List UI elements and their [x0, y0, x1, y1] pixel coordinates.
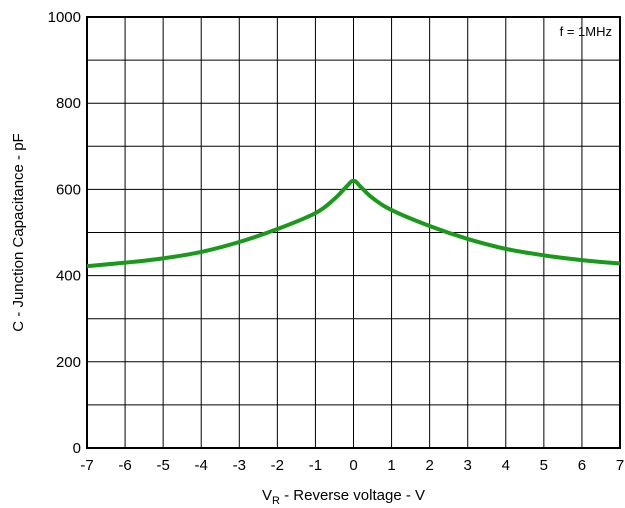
y-tick-label: 800	[56, 95, 81, 112]
x-tick-label: 6	[578, 457, 586, 474]
x-axis-title-rest: - Reverse voltage - V	[280, 487, 425, 504]
x-tick-label: -3	[233, 457, 246, 474]
y-tick-label: 1000	[48, 9, 81, 26]
grid-lines	[86, 16, 621, 449]
y-axis-title: C - Junction Capacitance - pF	[10, 133, 27, 331]
x-tick-label: 4	[502, 457, 510, 474]
y-tick-label: 200	[56, 354, 81, 371]
y-tick-label: 400	[56, 268, 81, 285]
capacitance-series-line	[86, 178, 621, 269]
x-tick-label: -7	[80, 457, 93, 474]
x-axis-title-subscript: R	[272, 495, 280, 507]
x-tick-label: 7	[616, 457, 624, 474]
plot-frame	[86, 16, 621, 449]
frequency-annotation: f = 1MHz	[560, 24, 612, 39]
x-tick-label: 2	[425, 457, 433, 474]
x-tick-label: -4	[195, 457, 208, 474]
x-tick-label: -5	[156, 457, 169, 474]
x-tick-label: 1	[387, 457, 395, 474]
x-tick-labels: -7 -6 -5 -4 -3 -2 -1 0 1 2 3 4 5 6 7	[80, 457, 624, 474]
series-group	[86, 178, 621, 269]
y-tick-label: 600	[56, 181, 81, 198]
y-tick-label: 0	[73, 440, 81, 457]
x-tick-label: 0	[349, 457, 357, 474]
x-axis-title-main: V	[262, 487, 272, 504]
x-axis-title: VR - Reverse voltage - V	[262, 487, 425, 507]
x-tick-label: -1	[309, 457, 322, 474]
x-tick-label: 5	[540, 457, 548, 474]
y-tick-labels: 0 200 400 600 800 1000	[48, 9, 81, 457]
x-tick-label: -2	[271, 457, 284, 474]
x-tick-label: -6	[118, 457, 131, 474]
x-tick-label: 3	[464, 457, 472, 474]
